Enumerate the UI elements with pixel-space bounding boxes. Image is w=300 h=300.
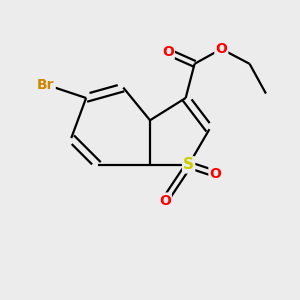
Text: Br: Br bbox=[37, 78, 55, 92]
Text: O: O bbox=[159, 194, 171, 208]
Text: S: S bbox=[183, 158, 194, 172]
Text: O: O bbox=[162, 45, 174, 59]
Text: O: O bbox=[209, 167, 221, 181]
Text: O: O bbox=[215, 42, 227, 56]
